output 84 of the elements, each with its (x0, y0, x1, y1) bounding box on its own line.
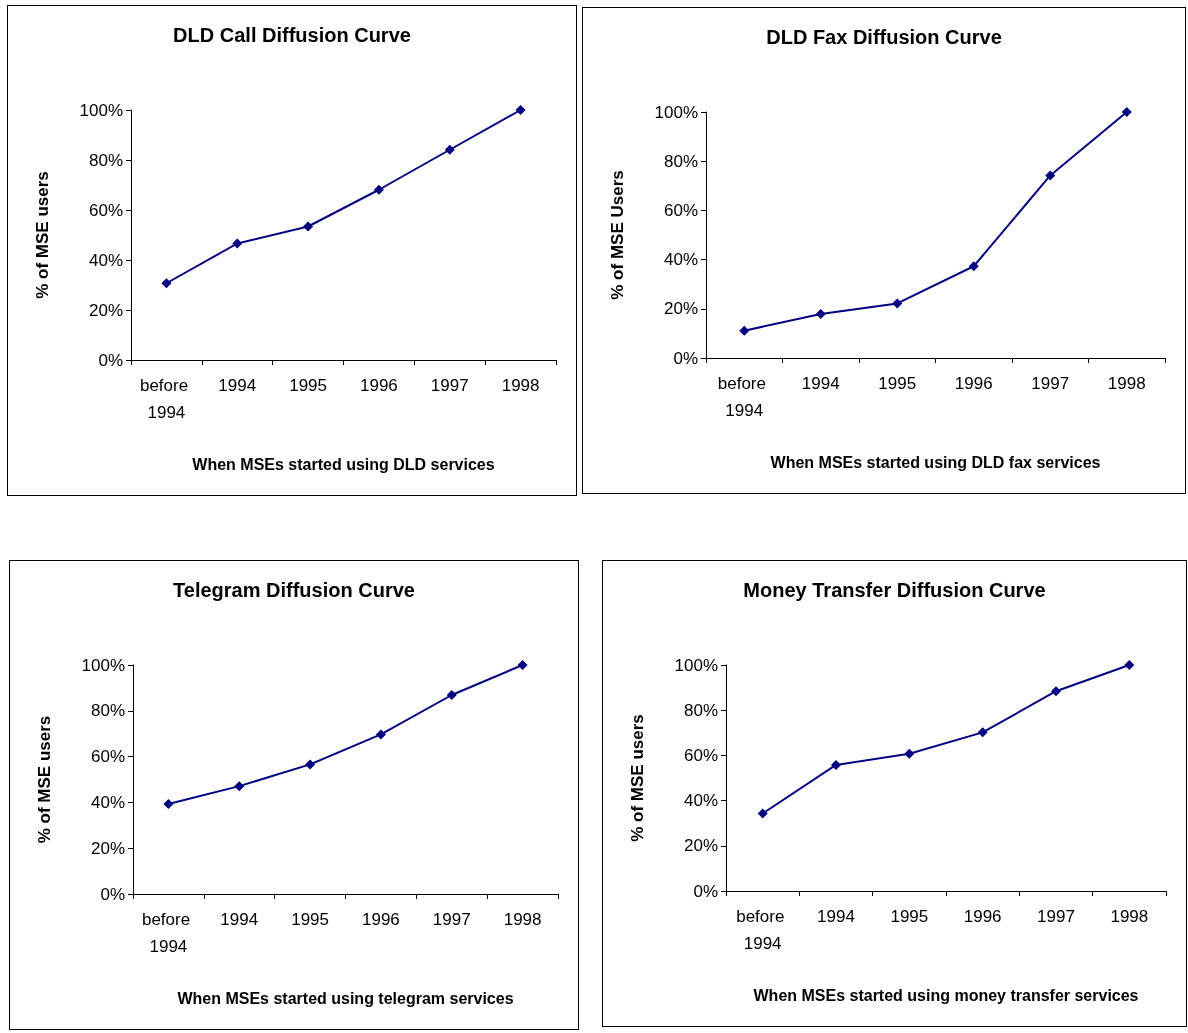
point (305, 759, 316, 770)
y-axis-title: % of MSE users (33, 171, 52, 299)
point (815, 308, 826, 319)
x-tick-label: 1995 (289, 376, 327, 395)
x-tick-label: 1996 (360, 376, 398, 395)
x-tick-label: 1995 (291, 910, 329, 929)
x-axis-title: When MSEs started using DLD fax services (770, 454, 1101, 471)
point (757, 808, 768, 819)
y-tick-label: 100% (654, 102, 698, 122)
y-tick-label: 40% (88, 250, 123, 270)
y-tick-label: 60% (663, 200, 698, 220)
x-tick-label: 1997 (430, 376, 469, 395)
y-tick-label: 0% (98, 350, 123, 370)
y-tick-label: 0% (693, 881, 718, 901)
y-tick-label: 100% (81, 655, 125, 675)
point (303, 221, 314, 232)
point (232, 238, 243, 249)
x-tick-label: 1997 (432, 910, 471, 929)
point (517, 660, 528, 670)
x-tick-label: before 1994 (736, 907, 790, 953)
y-tick-label: 20% (663, 299, 698, 319)
y-tick-label: 40% (683, 791, 718, 811)
point (161, 278, 172, 289)
x-tick-label: 1994 (817, 907, 855, 926)
chart-title: DLD Call Diffusion Curve (173, 24, 411, 46)
x-tick-label: before 1994 (717, 374, 771, 420)
chart-title: Telegram Diffusion Curve (173, 579, 415, 601)
y-tick-label: 60% (683, 745, 718, 765)
x-tick-label: 1994 (801, 374, 840, 393)
x-axis-title: When MSEs started using telegram services (177, 990, 514, 1007)
point (444, 144, 455, 155)
x-axis-title: When MSEs started using money transfer services (753, 987, 1139, 1004)
x-tick-label: 1997 (1037, 907, 1075, 926)
point (373, 184, 384, 195)
x-tick-label: before 1994 (139, 376, 193, 422)
chart-title: DLD Fax Diffusion Curve (766, 26, 1002, 48)
y-tick-label: 80% (90, 701, 125, 721)
point (977, 727, 988, 738)
point (739, 325, 750, 336)
point (515, 105, 526, 115)
y-tick-label: 20% (90, 838, 125, 858)
x-tick-label: 1998 (1107, 374, 1146, 393)
x-tick-label: 1996 (963, 907, 1002, 926)
x-tick-label: before 1994 (141, 910, 195, 956)
y-tick-label: 60% (90, 747, 125, 767)
point (831, 759, 841, 770)
x-axis-title: When MSEs started using DLD services (192, 456, 495, 473)
point (892, 298, 903, 309)
y-tick-label: 0% (100, 884, 125, 904)
point (968, 261, 979, 272)
point (446, 690, 457, 700)
point (904, 748, 915, 759)
y-tick-label: 60% (88, 200, 123, 220)
x-tick-label: 1996 (362, 910, 400, 929)
x-tick-label: 1995 (890, 907, 929, 926)
y-tick-label: 100% (674, 655, 718, 675)
point (1124, 660, 1135, 670)
point (1051, 686, 1061, 697)
point (234, 781, 245, 792)
y-axis-title: % of MSE Users (608, 170, 627, 300)
y-tick-label: 20% (683, 836, 718, 856)
y-tick-label: 20% (88, 300, 123, 320)
x-tick-label: 1994 (220, 910, 259, 929)
point (1121, 107, 1132, 117)
point (163, 799, 174, 809)
y-tick-label: 0% (673, 348, 698, 368)
y-tick-label: 100% (79, 100, 123, 120)
x-tick-label: 1998 (1110, 907, 1149, 926)
y-tick-label: 80% (683, 700, 718, 720)
x-tick-label: 1996 (954, 374, 993, 393)
x-tick-label: 1998 (501, 376, 540, 395)
point (1045, 170, 1056, 181)
y-axis-title: % of MSE users (35, 715, 54, 844)
x-tick-label: 1998 (503, 910, 542, 929)
x-tick-label: 1994 (218, 376, 257, 395)
y-tick-label: 80% (88, 150, 123, 170)
x-tick-label: 1997 (1031, 374, 1070, 393)
y-axis-title: % of MSE users (628, 714, 647, 842)
x-tick-label: 1995 (878, 374, 917, 393)
point (375, 729, 386, 740)
y-tick-label: 80% (663, 151, 698, 171)
chart-title: Money Transfer Diffusion Curve (743, 579, 1046, 601)
y-tick-label: 40% (663, 250, 698, 270)
y-tick-label: 40% (90, 792, 125, 812)
